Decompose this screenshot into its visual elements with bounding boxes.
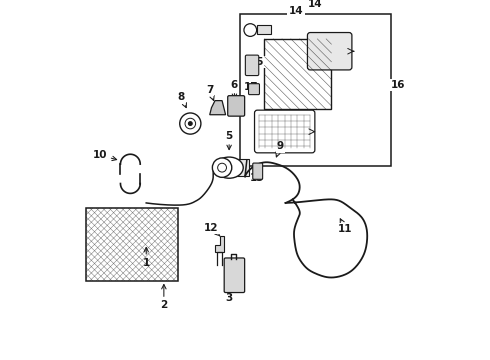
Ellipse shape (212, 158, 232, 177)
Bar (265, 39, 331, 109)
Bar (240, 14, 392, 166)
Text: 14: 14 (289, 6, 303, 16)
Text: 6: 6 (231, 80, 238, 98)
Text: 1: 1 (143, 247, 150, 268)
Polygon shape (210, 100, 225, 115)
FancyBboxPatch shape (254, 110, 315, 153)
Text: 11: 11 (338, 219, 353, 234)
Text: 14: 14 (308, 0, 323, 9)
Text: 8: 8 (178, 92, 186, 108)
FancyBboxPatch shape (248, 84, 260, 95)
Circle shape (189, 122, 192, 125)
FancyBboxPatch shape (307, 32, 352, 70)
Text: 16: 16 (391, 80, 406, 90)
Text: 13: 13 (250, 168, 265, 183)
Text: 10: 10 (93, 150, 117, 161)
FancyBboxPatch shape (245, 55, 259, 76)
FancyBboxPatch shape (228, 96, 245, 116)
FancyBboxPatch shape (253, 163, 263, 179)
Ellipse shape (218, 163, 226, 172)
Text: 7: 7 (206, 85, 214, 100)
Bar (229, 159, 248, 176)
FancyBboxPatch shape (224, 258, 245, 293)
Text: 4: 4 (237, 278, 245, 293)
Text: 5: 5 (225, 131, 233, 150)
Polygon shape (215, 237, 224, 252)
Text: 17: 17 (244, 81, 258, 91)
Text: 9: 9 (276, 141, 284, 157)
Text: 12: 12 (204, 222, 220, 236)
Text: 15: 15 (250, 57, 265, 67)
Text: 3: 3 (225, 288, 233, 303)
Ellipse shape (215, 157, 243, 178)
Text: 2: 2 (160, 284, 168, 310)
Bar (86, 208, 178, 280)
Bar (257, 25, 271, 33)
